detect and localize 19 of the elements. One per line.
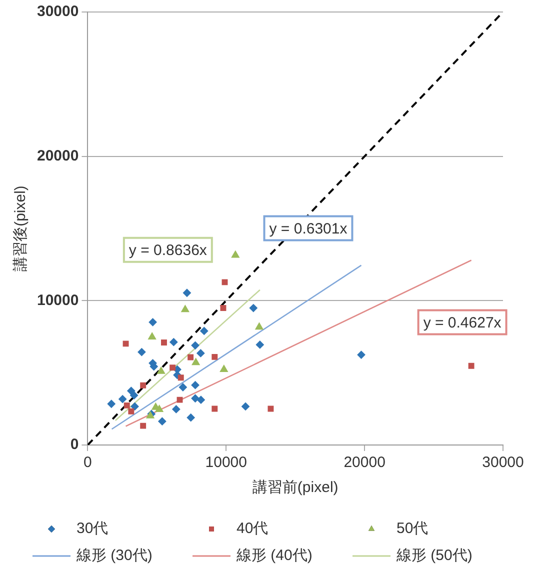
legend-label: 線形 (30代) [76,547,152,564]
x-axis-title: 講習前(pixel) [252,479,338,496]
y-tick-label: 20000 [36,147,79,164]
legend-label: 線形 (50代) [396,547,472,564]
annotation: y = 0.4627x [423,314,502,332]
legend-label: 線形 (40代) [236,547,312,564]
legend-label: 40代 [236,520,268,538]
annotation: y = 0.8636x [128,242,208,259]
annotation: y = 0.6301x [269,220,348,238]
y-tick-label: 10000 [36,292,79,309]
y-tick-label: 30000 [36,3,79,20]
x-tick-label: 0 [84,454,92,472]
y-axis-title: 講習後(pixel) [12,186,30,272]
x-tick-label: 10000 [205,454,247,472]
legend-label: 50代 [396,520,428,538]
y-tick-label: 0 [70,436,79,454]
x-tick-label: 30000 [482,454,524,472]
legend-label: 30代 [76,520,108,538]
x-tick-label: 20000 [344,454,386,472]
